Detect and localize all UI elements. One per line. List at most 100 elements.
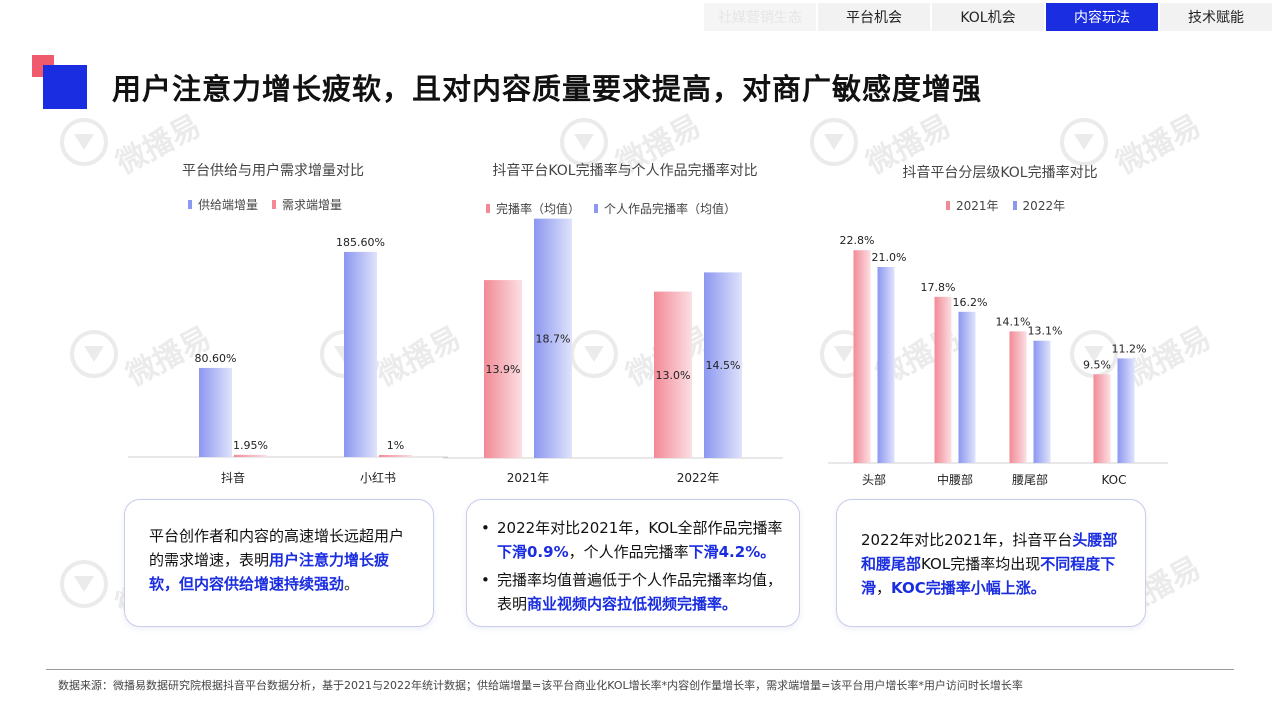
- data-label: 11.2%: [1112, 342, 1147, 355]
- chart1-plot: 80.60% 1.95% 抖音 185.60% 1% 小红书: [128, 236, 448, 485]
- bar: [344, 251, 377, 457]
- bar: [654, 291, 692, 458]
- watermark-logo-icon: [810, 118, 858, 166]
- bar: [199, 367, 232, 457]
- watermark-logo-icon: [70, 330, 118, 378]
- insight-highlight: 下滑4.2%。: [688, 543, 776, 561]
- tab-platform-opportunity[interactable]: 平台机会: [818, 3, 930, 31]
- title-accent-blue: [43, 65, 87, 109]
- data-label: 18.7%: [536, 332, 571, 345]
- bar: [1093, 374, 1111, 463]
- insight-text: ，个人作品完播率: [568, 543, 689, 561]
- legend-swatch-red: [272, 200, 277, 209]
- footnote: 数据来源：微播易数据研究院根据抖音平台数据分析，基于2021与2022年统计数据…: [58, 679, 1023, 692]
- legend-swatch-blue: [1012, 201, 1017, 210]
- watermark-logo-icon: [60, 560, 108, 608]
- insight-text: 完播率均值普遍低于个人作品完播率均值，表明: [497, 571, 783, 613]
- chart1-legend: 供给端增量 需求端增量: [188, 196, 356, 213]
- data-label: 14.1%: [996, 315, 1031, 328]
- category-label: 头部: [862, 472, 886, 487]
- chart2-plot: 13.9% 18.7% 2021年 13.0% 14.5% 2022年: [443, 218, 783, 485]
- legend-label: 2021年: [956, 199, 999, 213]
- bar: [958, 311, 976, 463]
- data-label: 1%: [387, 439, 404, 452]
- insight-box-2: 2022年对比2021年，KOL全部作品完播率下滑0.9%，个人作品完播率下滑4…: [466, 499, 800, 627]
- chart2-title: 抖音平台KOL完播率与个人作品完播率对比: [492, 163, 758, 179]
- data-label: 9.5%: [1083, 358, 1111, 371]
- category-label: 2022年: [677, 471, 720, 485]
- legend-swatch-blue: [188, 200, 192, 209]
- insight-bullet-2: 完播率均值普遍低于个人作品完播率均值，表明商业视频内容拉低视频完播率。: [477, 568, 787, 616]
- category-label: 2021年: [507, 471, 550, 485]
- tab-tech-empower[interactable]: 技术赋能: [1160, 3, 1272, 31]
- insight-highlight: 商业视频内容拉低视频完播率。: [527, 595, 738, 613]
- bar: [234, 454, 267, 457]
- insight-text: 。: [344, 575, 360, 593]
- page-title: 用户注意力增长疲软，且对内容质量要求提高，对商广敏感度增强: [112, 72, 983, 106]
- watermark: 微播易: [560, 109, 707, 182]
- legend-swatch-blue: [594, 204, 599, 213]
- bar: [379, 455, 412, 457]
- insight-box-3: 2022年对比2021年，抖音平台头腰部和腰尾部KOL完播率均出现不同程度下滑，…: [836, 499, 1146, 627]
- data-label: 13.1%: [1028, 325, 1063, 338]
- chart3-legend: 2021年 2022年: [946, 197, 1079, 214]
- chart3-plot: 22.8% 21.0% 头部 17.8% 16.2% 中腰部 14.1%13.1% 腰尾部 9.…: [828, 234, 1168, 487]
- legend-label: 2022年: [1022, 199, 1066, 213]
- insight-text: KOL完播率均出现: [921, 555, 1041, 573]
- data-label: 13.9%: [486, 363, 521, 376]
- chart1-title: 平台供给与用户需求增量对比: [182, 163, 364, 179]
- bar: [1009, 331, 1027, 463]
- chart3-title: 抖音平台分层级KOL完播率对比: [902, 165, 1098, 181]
- insight-text: ，: [876, 579, 892, 597]
- data-label: 185.60%: [336, 236, 385, 249]
- bar: [877, 267, 895, 463]
- data-label: 21.0%: [872, 251, 907, 264]
- insight-highlight: 下滑0.9%: [497, 543, 569, 561]
- legend-swatch-red: [946, 201, 950, 210]
- watermark-logo-icon: [560, 118, 608, 166]
- footer-divider: [46, 669, 1234, 670]
- tab-social-ecosystem[interactable]: 社媒营销生态: [704, 3, 816, 31]
- data-label: 80.60%: [195, 352, 237, 365]
- legend-label: 完播率（均值）: [496, 202, 581, 216]
- legend-label: 个人作品完播率（均值）: [604, 202, 737, 216]
- watermark-logo-icon: [60, 118, 108, 166]
- watermark: 微播易: [60, 109, 207, 182]
- legend-label: 供给端增量: [198, 198, 259, 212]
- watermark: 微播易: [810, 109, 957, 182]
- insight-text: 平台创作者和内容的高速增长远超用户的需求增速，表明: [149, 527, 405, 569]
- insight-highlight: 用户注意力增长疲软，但内容供给增速持续强劲: [149, 551, 390, 593]
- data-label: 13.0%: [656, 369, 691, 382]
- category-label: 小红书: [360, 470, 396, 485]
- data-label: 22.8%: [840, 234, 875, 247]
- data-label: 1.95%: [233, 439, 268, 452]
- bar: [934, 296, 952, 463]
- chart2-legend: 完播率（均值） 个人作品完播率（均值）: [486, 200, 750, 217]
- legend-label: 需求端增量: [282, 198, 343, 212]
- bar: [1033, 340, 1051, 463]
- watermark-logo-icon: [1060, 118, 1108, 166]
- tab-kol-opportunity[interactable]: KOL机会: [932, 3, 1044, 31]
- data-label: 16.2%: [953, 296, 988, 309]
- insight-highlight: 不同程度下滑: [861, 555, 1116, 597]
- insight-highlight: KOC完播率小幅上涨。: [891, 579, 1046, 597]
- category-label: 中腰部: [937, 472, 973, 487]
- bar: [1117, 358, 1135, 463]
- insight-text: 2022年对比2021年，抖音平台: [861, 531, 1073, 549]
- bar: [534, 218, 572, 458]
- watermark: 微播易: [1060, 109, 1207, 182]
- category-label: 抖音: [221, 470, 245, 485]
- data-label: 17.8%: [921, 281, 956, 294]
- bar: [704, 272, 742, 458]
- insight-box-1: 平台创作者和内容的高速增长远超用户的需求增速，表明用户注意力增长疲软，但内容供给…: [124, 499, 434, 627]
- category-label: KOC: [1101, 473, 1126, 487]
- legend-swatch-red: [486, 204, 490, 213]
- top-nav: 社媒营销生态 平台机会 KOL机会 内容玩法 技术赋能: [704, 3, 1274, 31]
- insight-text: 2022年对比2021年，KOL全部作品完播率: [497, 519, 783, 537]
- bar: [853, 250, 871, 463]
- insight-bullet-1: 2022年对比2021年，KOL全部作品完播率下滑0.9%，个人作品完播率下滑4…: [477, 516, 787, 564]
- insight-highlight: 头腰部和腰尾部: [861, 531, 1118, 573]
- category-label: 腰尾部: [1012, 472, 1048, 487]
- tab-content-play[interactable]: 内容玩法: [1046, 3, 1158, 31]
- bar: [484, 280, 522, 458]
